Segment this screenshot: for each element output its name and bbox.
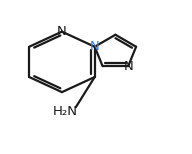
Text: H₂N: H₂N [53, 105, 78, 118]
Text: N: N [123, 60, 133, 73]
Text: N: N [90, 40, 100, 53]
Text: N: N [57, 25, 67, 38]
